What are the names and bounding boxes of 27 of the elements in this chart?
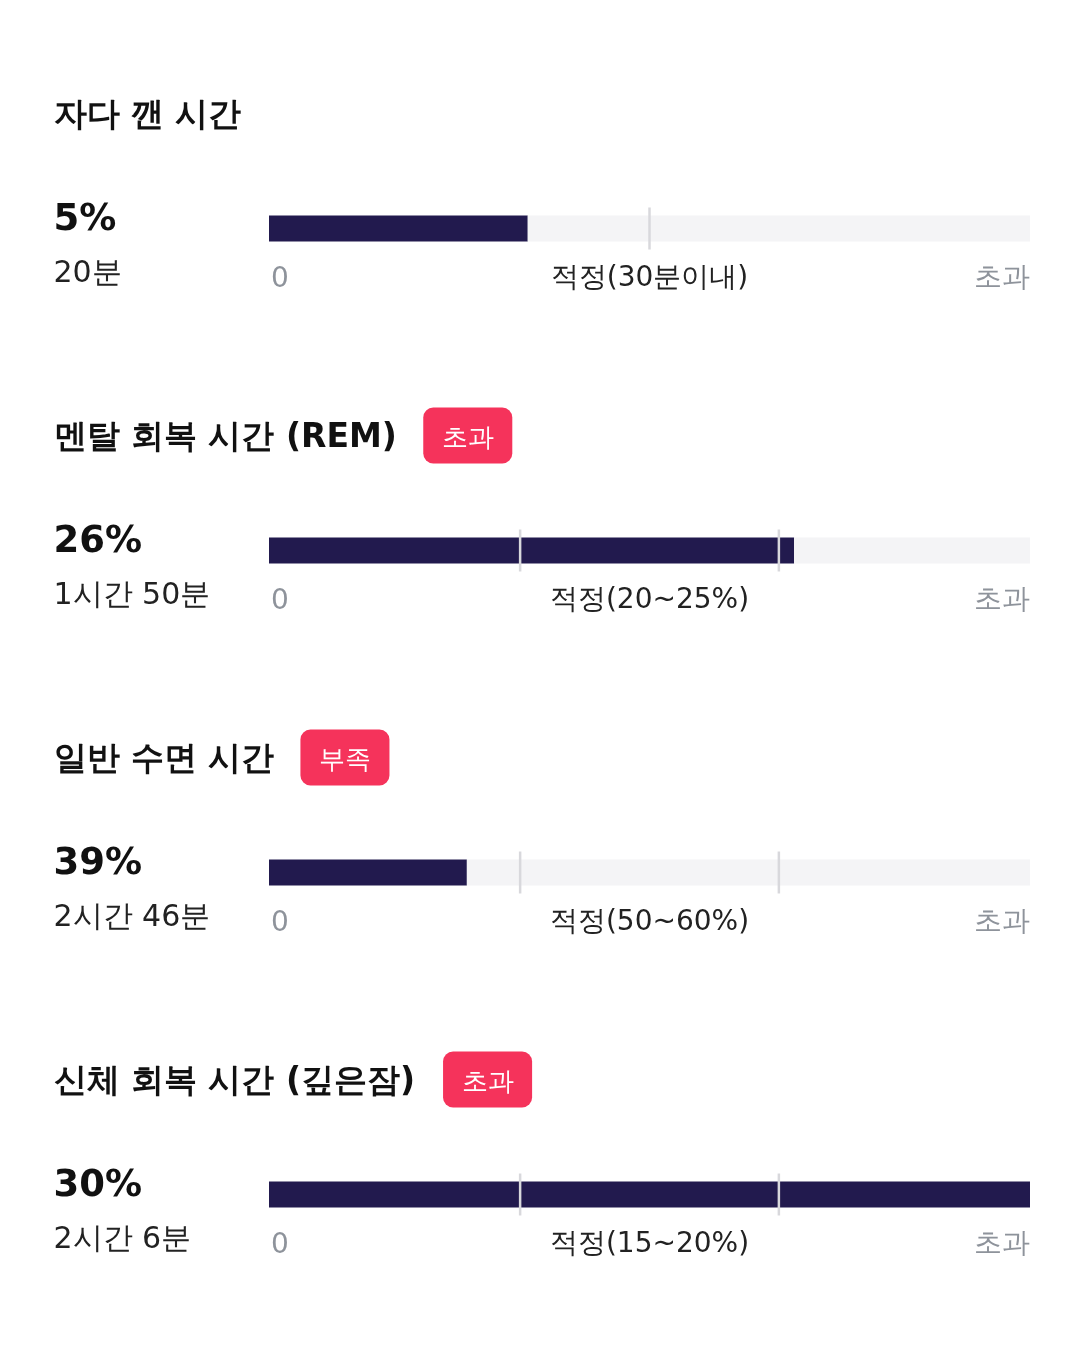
chart-title: 자다 깬 시간	[53, 94, 242, 133]
text: 2시간 46분	[53, 898, 211, 933]
chart-title: 일반 수면 시간	[53, 738, 275, 777]
chart-subtitle: 초과	[461, 1065, 514, 1096]
text: 적정(50~60%)	[549, 904, 750, 937]
chart-subtitle: 초과	[441, 421, 494, 452]
ref-line-label: 적정(30분이내)	[550, 260, 749, 293]
text: 2시간 6분	[53, 1220, 192, 1255]
text: 0	[271, 1227, 289, 1260]
text: 초과	[974, 1226, 1030, 1259]
text: 적정(15~20%)	[549, 1226, 750, 1259]
text: 적정(20~25%)	[549, 582, 750, 615]
chart-title: 신체 회복 시간 (깊은잠)	[53, 1060, 416, 1099]
text: 0	[271, 583, 289, 616]
text: 1시간 50분	[53, 576, 211, 611]
text: 초과	[974, 582, 1030, 615]
text: 39%	[53, 840, 143, 883]
text: 0	[271, 905, 289, 938]
text: 초과	[974, 904, 1030, 937]
text: 20분	[53, 254, 122, 289]
text: 26%	[53, 518, 143, 561]
chart-title: 멘탈 회복 시간 (REM)	[53, 416, 397, 455]
chart-subtitle: 부족	[318, 743, 371, 774]
text: 초과	[974, 260, 1030, 293]
text: 0	[271, 261, 289, 294]
text: 5%	[53, 196, 117, 239]
text: 30%	[53, 1162, 143, 1205]
